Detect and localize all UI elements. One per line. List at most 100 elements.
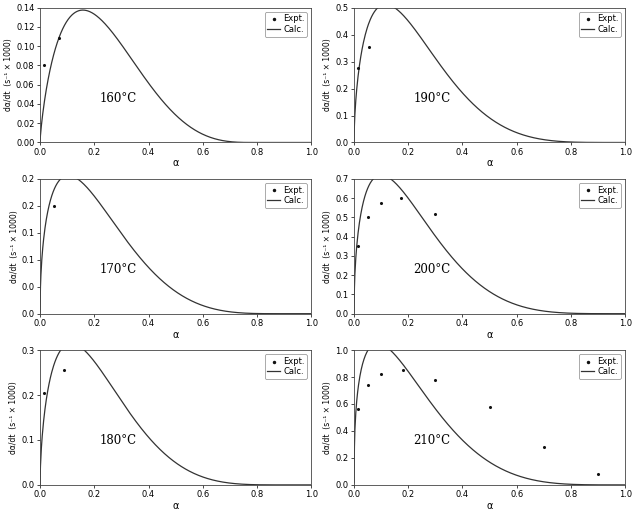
Expt.: [353, 64, 363, 73]
Calc.: [286, 482, 294, 488]
Line: Calc.: Calc.: [40, 10, 311, 143]
Calc.: [621, 140, 629, 146]
X-axis label: α: α: [487, 501, 493, 511]
Expt.: [54, 35, 64, 43]
Calc.: [621, 311, 629, 317]
Y-axis label: dα/dt  (s⁻¹ × 1000): dα/dt (s⁻¹ × 1000): [323, 39, 333, 111]
Expt.: [363, 213, 373, 221]
Calc.: [399, 188, 406, 194]
Calc.: [241, 140, 249, 146]
Y-axis label: dα/dt  (s⁻¹ × 1000): dα/dt (s⁻¹ × 1000): [10, 381, 18, 454]
Calc.: [511, 129, 518, 135]
Calc.: [218, 479, 225, 485]
Line: Calc.: Calc.: [354, 344, 625, 485]
Expt.: [398, 366, 408, 374]
Calc.: [420, 39, 428, 45]
Calc.: [36, 310, 44, 316]
Expt.: [376, 370, 386, 379]
Legend: Expt., Calc.: Expt., Calc.: [579, 12, 621, 37]
Calc.: [197, 130, 204, 136]
Calc.: [160, 450, 167, 456]
Text: 200°C: 200°C: [413, 263, 451, 276]
Calc.: [85, 351, 92, 357]
Expt.: [431, 375, 441, 384]
Calc.: [350, 479, 358, 486]
Calc.: [67, 340, 75, 347]
Calc.: [307, 140, 315, 146]
Text: 210°C: 210°C: [413, 435, 451, 448]
Expt.: [39, 61, 49, 70]
X-axis label: α: α: [487, 159, 493, 168]
Legend: Expt., Calc.: Expt., Calc.: [265, 12, 307, 37]
Legend: Expt., Calc.: Expt., Calc.: [265, 183, 307, 208]
Line: Calc.: Calc.: [354, 5, 625, 143]
Calc.: [473, 450, 481, 456]
Legend: Expt., Calc.: Expt., Calc.: [579, 354, 621, 379]
Calc.: [85, 186, 92, 192]
Y-axis label: dα/dt  (s⁻¹ × 1000): dα/dt (s⁻¹ × 1000): [4, 39, 13, 111]
Calc.: [511, 301, 518, 307]
Calc.: [350, 139, 358, 145]
Calc.: [160, 99, 167, 105]
Calc.: [307, 311, 315, 317]
Calc.: [511, 471, 518, 477]
Expt.: [353, 242, 363, 250]
Y-axis label: dα/dt  (s⁻¹ × 1000): dα/dt (s⁻¹ × 1000): [10, 210, 18, 283]
Calc.: [36, 482, 44, 488]
Calc.: [218, 307, 225, 314]
Text: 190°C: 190°C: [413, 92, 451, 105]
Calc.: [555, 138, 562, 144]
Expt.: [539, 443, 549, 451]
Calc.: [473, 280, 481, 286]
Text: 180°C: 180°C: [100, 435, 137, 448]
Expt.: [396, 194, 406, 202]
X-axis label: α: α: [172, 330, 179, 339]
Expt.: [363, 381, 373, 389]
Expt.: [376, 199, 386, 207]
Y-axis label: dα/dt  (s⁻¹ × 1000): dα/dt (s⁻¹ × 1000): [323, 381, 333, 454]
Calc.: [197, 473, 204, 479]
Calc.: [420, 390, 428, 397]
Expt.: [431, 211, 441, 219]
Calc.: [621, 482, 629, 488]
Legend: Expt., Calc.: Expt., Calc.: [579, 183, 621, 208]
Calc.: [280, 311, 288, 317]
X-axis label: α: α: [172, 159, 179, 168]
Calc.: [532, 135, 539, 141]
Calc.: [85, 8, 92, 14]
Expt.: [485, 403, 495, 411]
Calc.: [619, 140, 627, 146]
Line: Calc.: Calc.: [40, 176, 311, 314]
Calc.: [106, 27, 114, 33]
Calc.: [197, 302, 204, 308]
Calc.: [555, 480, 562, 487]
X-axis label: α: α: [172, 501, 179, 511]
Calc.: [106, 381, 114, 387]
Text: 160°C: 160°C: [100, 92, 137, 105]
Expt.: [48, 202, 59, 210]
Y-axis label: dα/dt  (s⁻¹ × 1000): dα/dt (s⁻¹ × 1000): [323, 210, 333, 283]
Calc.: [350, 310, 358, 316]
Calc.: [36, 140, 44, 146]
Calc.: [420, 217, 428, 224]
X-axis label: α: α: [487, 330, 493, 339]
Line: Calc.: Calc.: [40, 344, 311, 485]
Calc.: [251, 140, 258, 146]
Calc.: [106, 215, 114, 221]
Text: 170°C: 170°C: [100, 263, 137, 276]
Expt.: [593, 470, 603, 478]
Calc.: [382, 2, 389, 8]
Calc.: [374, 340, 382, 347]
Calc.: [532, 477, 539, 484]
Calc.: [399, 360, 406, 367]
Expt.: [353, 405, 363, 414]
Line: Calc.: Calc.: [354, 175, 625, 314]
Calc.: [160, 279, 167, 285]
Calc.: [399, 11, 406, 18]
Expt.: [59, 366, 69, 374]
Calc.: [65, 173, 73, 179]
Calc.: [532, 306, 539, 313]
Calc.: [307, 482, 315, 488]
Calc.: [241, 310, 249, 316]
Calc.: [473, 105, 481, 111]
